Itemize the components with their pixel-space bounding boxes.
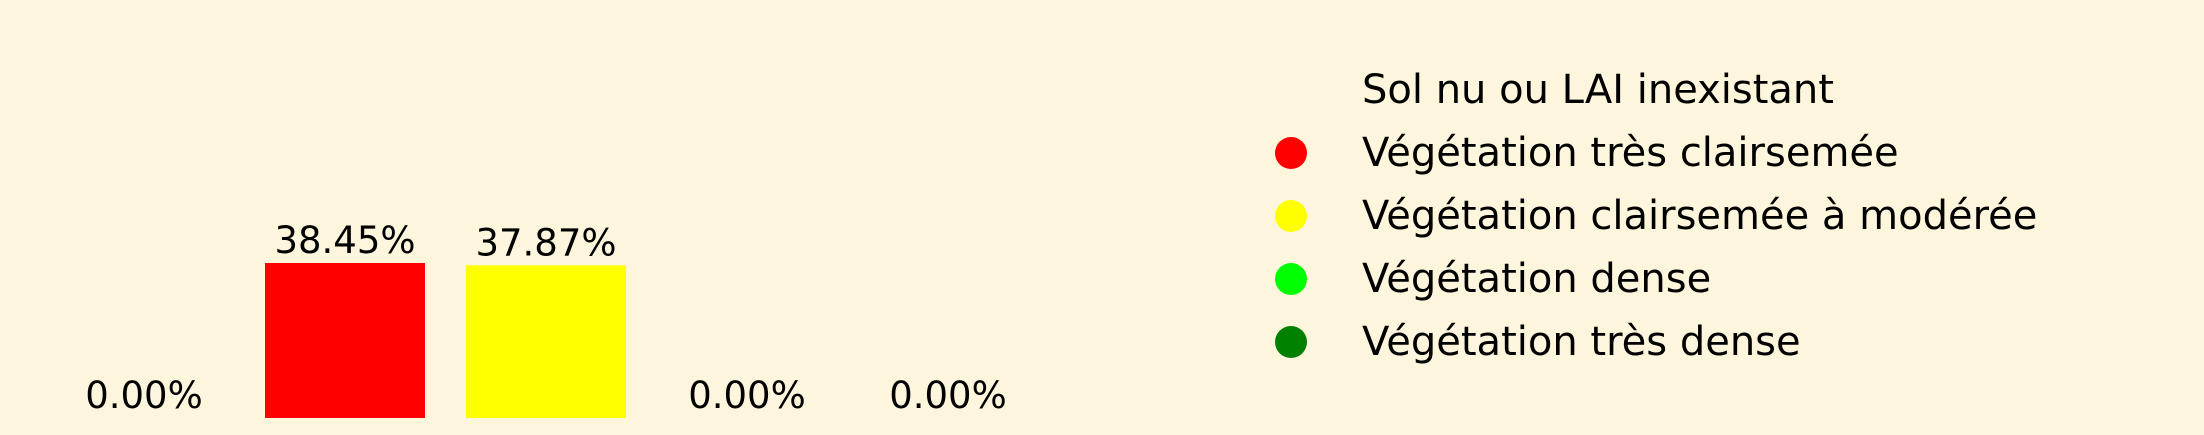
legend: Sol nu ou LAI inexistant Végétation très… [1270,58,2190,373]
bar-value-label: 0.00% [889,374,1007,417]
legend-label: Végétation très clairsemée [1362,129,1899,176]
bar [466,265,626,418]
bar-value-label: 0.00% [688,374,806,417]
legend-label: Végétation dense [1362,255,1712,302]
legend-marker-icon [1275,325,1307,358]
legend-marker-icon [1275,136,1307,169]
bar-value-label: 0.00% [85,374,203,417]
legend-marker-icon [1275,262,1307,295]
bar-value-label: 37.87% [475,221,616,264]
legend-label: Végétation clairsemée à modérée [1362,192,2038,239]
legend-item: Végétation très clairsemée [1270,121,2190,184]
legend-marker-icon [1275,199,1307,232]
legend-marker-icon [1275,73,1307,106]
legend-item: Sol nu ou LAI inexistant [1270,58,2190,121]
legend-item: Végétation dense [1270,247,2190,310]
legend-item: Végétation très dense [1270,310,2190,373]
legend-item: Végétation clairsemée à modérée [1270,184,2190,247]
legend-label: Végétation très dense [1362,318,1801,365]
bar [265,263,425,418]
bar-chart: 0.00% 38.45% 37.87% 0.00% 0.00% [85,219,1007,418]
bar-value-label: 38.45% [274,219,415,262]
legend-label: Sol nu ou LAI inexistant [1362,66,1834,113]
